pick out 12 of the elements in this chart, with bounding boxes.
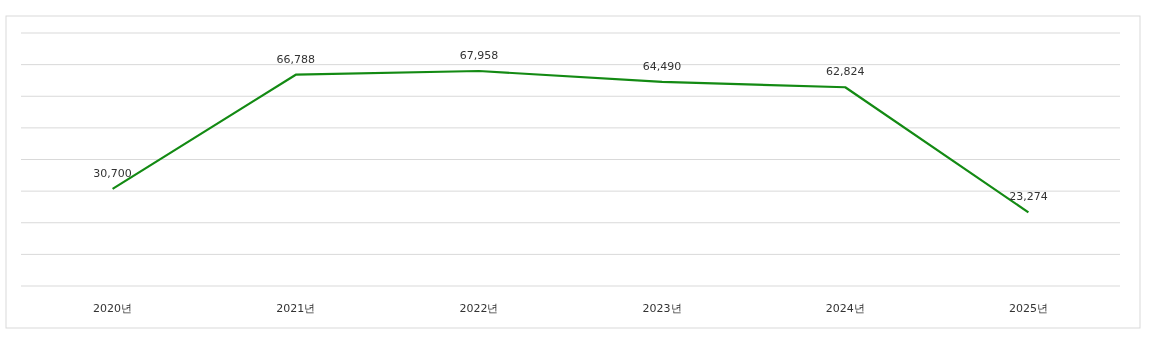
x-tick-label: 2023년 (642, 302, 682, 315)
x-tick-label: 2025년 (1008, 302, 1048, 315)
x-tick-label: 2021년 (276, 302, 316, 315)
data-label: 66,788 (276, 52, 315, 66)
data-label: 64,490 (642, 59, 682, 73)
x-tick-label: 2020년 (93, 302, 133, 315)
data-label: 67,958 (459, 49, 499, 62)
x-tick-label: 2022년 (459, 302, 499, 315)
x-tick-label: 2024년 (825, 302, 865, 315)
data-label: 62,824 (826, 65, 865, 79)
data-label: 30,700 (93, 166, 132, 180)
data-label: 23,274 (1009, 190, 1048, 204)
